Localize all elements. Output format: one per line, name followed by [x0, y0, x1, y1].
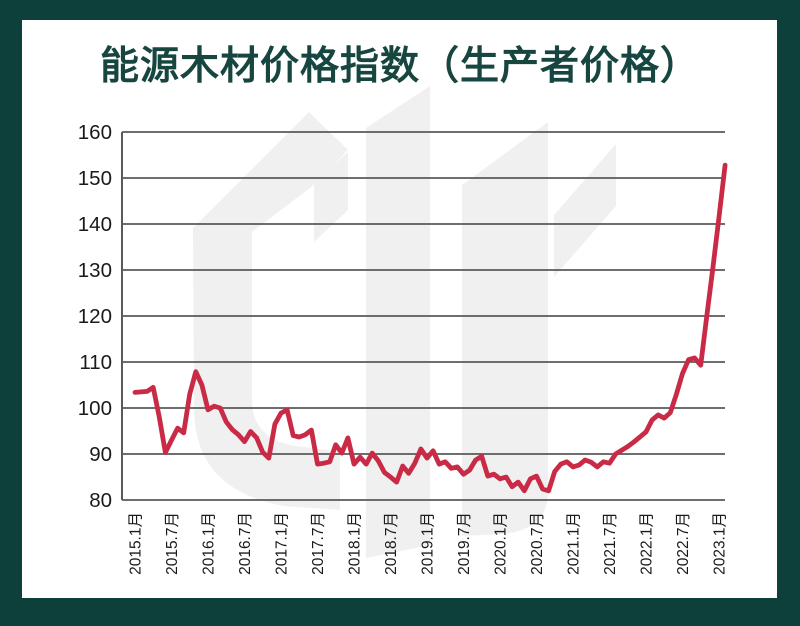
x-axis-label: 2018.7月	[383, 512, 400, 575]
y-axis-label: 80	[89, 489, 112, 512]
x-axis-label: 2015.7月	[164, 512, 181, 575]
x-axis-label: 2022.1月	[638, 512, 655, 575]
logo-watermark	[193, 86, 616, 558]
y-axis-label: 140	[78, 213, 112, 236]
y-axis-label: 150	[78, 167, 112, 190]
x-axis-label: 2017.7月	[310, 512, 327, 575]
x-axis-label: 2016.7月	[237, 512, 254, 575]
logo-watermark-shape	[193, 112, 348, 510]
y-axis-label: 160	[78, 121, 112, 144]
logo-watermark-shape	[462, 122, 548, 536]
x-axis-label: 2020.7月	[529, 512, 546, 575]
y-axis-label: 130	[78, 259, 112, 282]
x-axis-label: 2021.1月	[565, 512, 582, 575]
y-axis-label: 90	[89, 443, 112, 466]
price-index-line	[132, 162, 728, 494]
logo-watermark-shape	[314, 152, 348, 242]
x-axis-label: 2015.1月	[127, 512, 144, 575]
y-axis-label: 100	[78, 397, 112, 420]
y-axis-labels: 160 150 140 130 120 110 100 90 80	[78, 121, 112, 512]
x-axis-label: 2021.7月	[602, 512, 619, 575]
x-axis-labels: 2015.1月 2015.7月 2016.1月 2016.7月 2017.1月 2017.…	[127, 512, 728, 575]
y-axis-label: 120	[78, 305, 112, 328]
x-axis-label: 2017.1月	[273, 512, 290, 575]
chart-title: 能源木材价格指数（生产者价格）	[99, 45, 700, 88]
x-axis-label: 2018.1月	[346, 512, 363, 575]
logo-watermark-shape	[366, 86, 430, 558]
x-axis-label: 2019.1月	[419, 512, 436, 575]
x-axis-label: 2023.1月	[711, 512, 728, 575]
x-axis-label: 2016.1月	[200, 512, 217, 575]
x-axis-label: 2020.1月	[492, 512, 509, 575]
logo-watermark-shape	[554, 144, 616, 277]
y-axis-label: 110	[79, 351, 112, 374]
x-axis-label: 2022.7月	[675, 512, 692, 575]
x-axis-label: 2019.7月	[456, 512, 473, 575]
